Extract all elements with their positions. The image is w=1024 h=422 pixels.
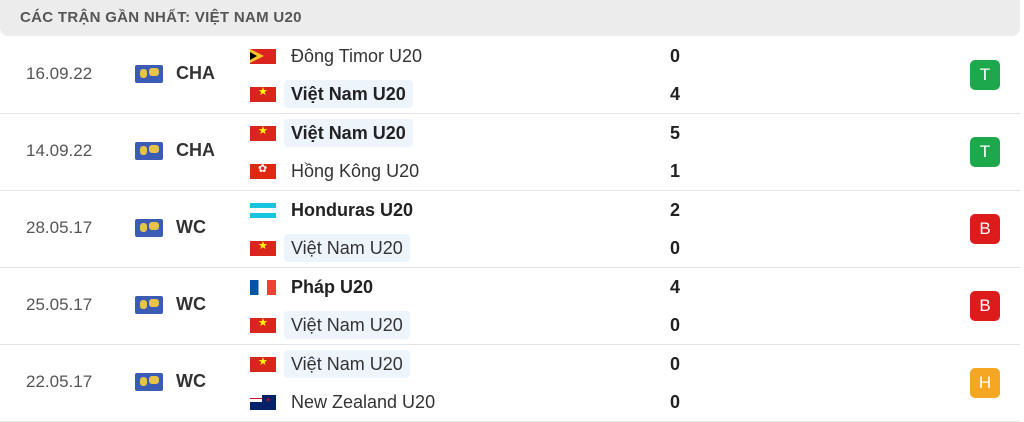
world-map-icon	[135, 219, 163, 237]
team-name[interactable]: Hồng Kông U20	[291, 161, 420, 181]
result-badge: T	[970, 60, 1000, 90]
team-score: 0	[670, 238, 681, 258]
match-row[interactable]: 25.05.17 WC Pháp U20 4 Việt Nam U20 0 B	[0, 267, 1020, 345]
competition-label: WC	[176, 371, 206, 391]
result-badge: T	[970, 137, 1000, 167]
team-name[interactable]: Việt Nam U20	[284, 350, 410, 378]
team-name[interactable]: Việt Nam U20	[284, 234, 410, 262]
team-away: Việt Nam U20 0	[250, 234, 950, 262]
flag-icon	[250, 241, 276, 256]
section-header: CÁC TRẬN GẦN NHẤT: VIỆT NAM U20	[0, 0, 1020, 36]
team-home: Honduras U20 2	[250, 196, 950, 224]
team-score: 0	[670, 354, 681, 374]
team-name[interactable]: Đông Timor U20	[291, 46, 423, 66]
section-title: CÁC TRẬN GẦN NHẤT: VIỆT NAM U20	[20, 9, 302, 26]
match-row[interactable]: 28.05.17 WC Honduras U20 2 Việt Nam U20 …	[0, 190, 1020, 268]
team-away: Việt Nam U20 0	[250, 311, 950, 339]
flag-icon	[250, 203, 276, 218]
flag-icon	[250, 87, 276, 102]
team-name[interactable]: New Zealand U20	[291, 392, 436, 412]
team-away: Hồng Kông U20 1	[250, 157, 950, 185]
flag-icon	[250, 357, 276, 372]
flag-icon	[250, 280, 276, 295]
result-badge: B	[970, 214, 1000, 244]
team-name[interactable]: Việt Nam U20	[284, 80, 413, 108]
world-map-icon	[135, 142, 163, 160]
team-score: 0	[670, 46, 681, 66]
match-date: 16.09.22	[26, 64, 93, 83]
team-home: Pháp U20 4	[250, 273, 950, 301]
result-badge: H	[970, 368, 1000, 398]
match-row[interactable]: 16.09.22 CHA Đông Timor U20 0 Việt Nam U…	[0, 36, 1020, 114]
flag-icon	[250, 49, 276, 64]
team-home: Việt Nam U20 5	[250, 119, 950, 147]
competition-label: WC	[176, 217, 206, 237]
match-date: 22.05.17	[26, 372, 93, 391]
flag-icon	[250, 395, 276, 410]
team-away: Việt Nam U20 4	[250, 80, 950, 108]
competition-label: CHA	[176, 63, 215, 83]
team-score: 4	[670, 277, 681, 297]
team-name[interactable]: Pháp U20	[291, 277, 374, 297]
result-badge: B	[970, 291, 1000, 321]
team-name[interactable]: Honduras U20	[291, 200, 414, 220]
team-score: 5	[670, 123, 681, 143]
flag-icon	[250, 164, 276, 179]
world-map-icon	[135, 65, 163, 83]
competition-label: WC	[176, 294, 206, 314]
match-date: 14.09.22	[26, 141, 93, 160]
world-map-icon	[135, 296, 163, 314]
flag-icon	[250, 126, 276, 141]
team-score: 0	[670, 392, 681, 412]
competition-label: CHA	[176, 140, 215, 160]
match-row[interactable]: 22.05.17 WC Việt Nam U20 0 New Zealand U…	[0, 344, 1020, 422]
team-home: Đông Timor U20 0	[250, 42, 950, 70]
team-score: 0	[670, 315, 681, 335]
team-score: 4	[670, 84, 681, 104]
team-name[interactable]: Việt Nam U20	[284, 311, 410, 339]
world-map-icon	[135, 373, 163, 391]
match-row[interactable]: 14.09.22 CHA Việt Nam U20 5 Hồng Kông U2…	[0, 113, 1020, 191]
team-score: 2	[670, 200, 681, 220]
team-score: 1	[670, 161, 681, 181]
match-date: 28.05.17	[26, 218, 93, 237]
flag-icon	[250, 318, 276, 333]
team-away: New Zealand U20 0	[250, 388, 950, 416]
team-home: Việt Nam U20 0	[250, 350, 950, 378]
team-name[interactable]: Việt Nam U20	[284, 119, 413, 147]
match-date: 25.05.17	[26, 295, 93, 314]
